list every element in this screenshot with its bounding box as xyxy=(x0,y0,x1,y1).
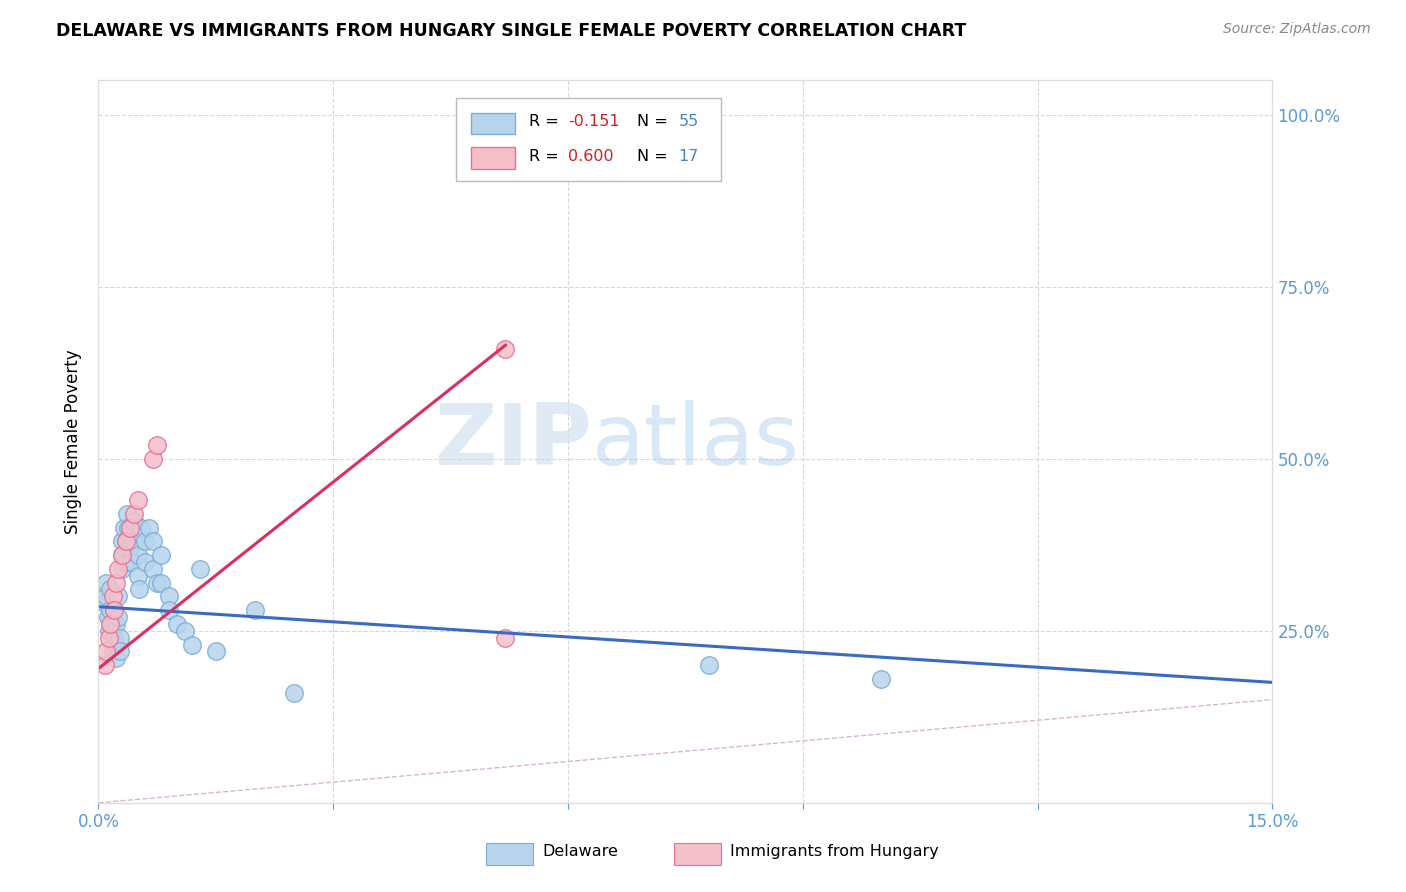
Point xyxy=(104,638,127,652)
Point xyxy=(494,631,516,645)
Point xyxy=(127,548,149,562)
Point xyxy=(127,568,149,582)
Text: DELAWARE VS IMMIGRANTS FROM HUNGARY SINGLE FEMALE POVERTY CORRELATION CHART: DELAWARE VS IMMIGRANTS FROM HUNGARY SING… xyxy=(56,22,966,40)
Point xyxy=(111,548,134,562)
Point xyxy=(97,610,120,624)
Point xyxy=(131,520,153,534)
Point xyxy=(112,520,135,534)
Text: Source: ZipAtlas.com: Source: ZipAtlas.com xyxy=(1223,22,1371,37)
Point xyxy=(128,582,150,597)
Point xyxy=(494,342,516,356)
Point xyxy=(101,590,124,604)
Point xyxy=(96,644,118,658)
Point xyxy=(96,590,118,604)
Point xyxy=(118,520,141,534)
Bar xyxy=(457,98,721,181)
Point xyxy=(114,534,136,549)
Text: 17: 17 xyxy=(678,149,699,163)
Point xyxy=(173,624,195,638)
Bar xyxy=(471,147,515,169)
Point xyxy=(111,562,134,576)
Text: 0.600: 0.600 xyxy=(568,149,613,163)
Point xyxy=(107,610,129,624)
Point xyxy=(134,555,156,569)
Point xyxy=(146,575,169,590)
Point xyxy=(122,534,145,549)
Point xyxy=(114,555,136,569)
Point xyxy=(142,562,165,576)
Text: N =: N = xyxy=(637,149,673,163)
Point xyxy=(283,686,305,700)
Text: ZIP: ZIP xyxy=(434,400,592,483)
Point xyxy=(98,603,121,617)
Point xyxy=(103,603,125,617)
Point xyxy=(122,514,145,528)
Point xyxy=(103,631,125,645)
Text: N =: N = xyxy=(637,114,673,129)
Point xyxy=(101,644,124,658)
Point xyxy=(166,616,188,631)
Point xyxy=(98,582,121,597)
Point xyxy=(138,520,160,534)
Point xyxy=(146,438,169,452)
Point xyxy=(118,541,141,556)
Text: atlas: atlas xyxy=(592,400,800,483)
Text: Immigrants from Hungary: Immigrants from Hungary xyxy=(730,845,939,859)
Point xyxy=(100,616,122,631)
Point xyxy=(205,644,228,658)
Point xyxy=(142,534,165,549)
Point xyxy=(93,596,115,610)
Point xyxy=(112,548,135,562)
Point xyxy=(134,534,156,549)
Bar xyxy=(486,843,533,865)
Point xyxy=(181,638,204,652)
Point xyxy=(188,562,211,576)
Point xyxy=(142,451,165,466)
Point xyxy=(150,575,173,590)
Point xyxy=(243,603,266,617)
Point xyxy=(103,603,125,617)
Text: -0.151: -0.151 xyxy=(568,114,620,129)
Text: R =: R = xyxy=(529,149,564,163)
Point xyxy=(118,527,141,541)
Point xyxy=(97,631,120,645)
Text: Delaware: Delaware xyxy=(543,845,619,859)
Point xyxy=(111,548,134,562)
Point xyxy=(127,493,149,508)
Text: 55: 55 xyxy=(678,114,699,129)
Point xyxy=(104,616,127,631)
Point xyxy=(120,555,142,569)
Point xyxy=(150,548,173,562)
Bar xyxy=(673,843,721,865)
Point xyxy=(110,644,132,658)
Point xyxy=(157,590,180,604)
Text: R =: R = xyxy=(529,114,564,129)
Point xyxy=(107,562,129,576)
Point xyxy=(105,651,128,665)
Point xyxy=(697,658,720,673)
Point xyxy=(122,507,145,521)
Y-axis label: Single Female Poverty: Single Female Poverty xyxy=(65,350,83,533)
Point xyxy=(870,672,893,686)
Point xyxy=(97,624,120,638)
Point xyxy=(98,616,121,631)
Point xyxy=(114,534,136,549)
Point xyxy=(111,534,134,549)
Point xyxy=(93,658,115,673)
Point xyxy=(157,603,180,617)
Bar xyxy=(471,112,515,135)
Point xyxy=(104,575,127,590)
Point xyxy=(108,631,131,645)
Point xyxy=(96,575,118,590)
Point xyxy=(107,590,129,604)
Point xyxy=(117,520,139,534)
Point xyxy=(117,507,139,521)
